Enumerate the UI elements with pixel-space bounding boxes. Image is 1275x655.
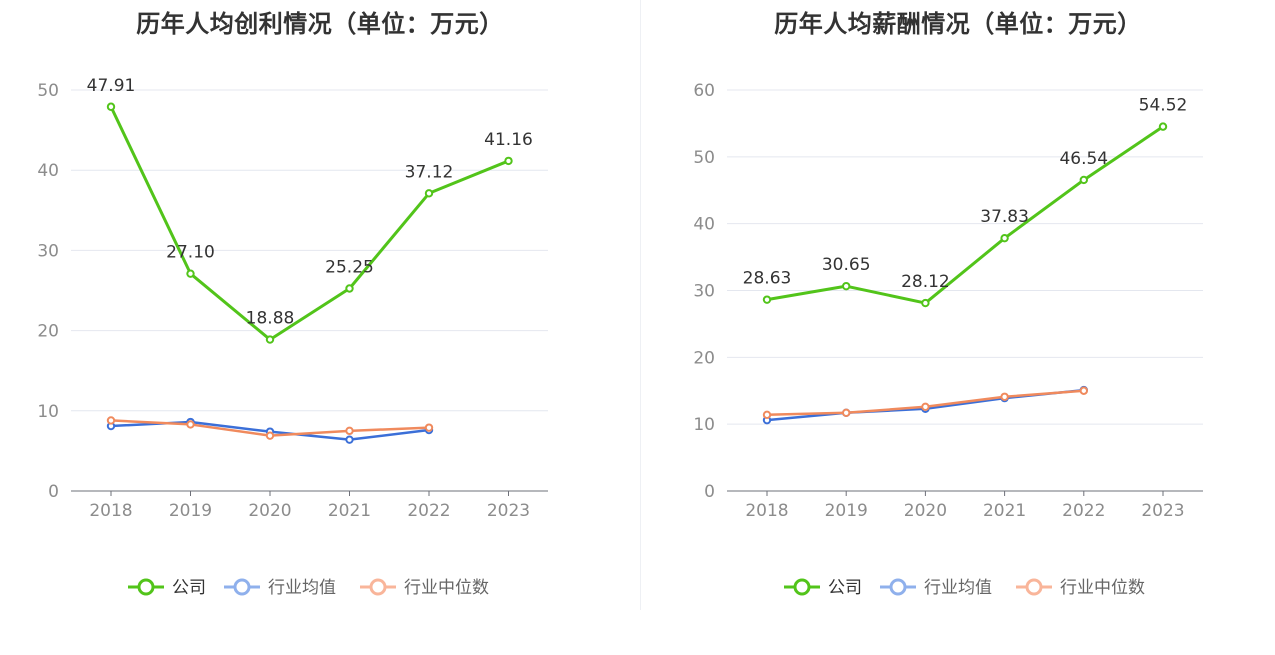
company-point: [921, 298, 930, 308]
chart-title: 历年人均薪酬情况（单位：万元）: [774, 10, 1142, 38]
company-point: [1158, 122, 1168, 131]
x-tick-label: 2020: [248, 501, 291, 521]
x-tick-label: 2018: [745, 501, 788, 521]
data-label: 18.88: [246, 309, 295, 329]
industry-median-point: [186, 420, 195, 429]
company-point: [345, 284, 354, 293]
data-label: 27.10: [166, 243, 215, 263]
y-tick-label: 0: [704, 482, 715, 502]
data-label: 37.12: [405, 162, 454, 182]
legend-marker: [889, 578, 907, 596]
profit-per-capita-chart: 历年人均创利情况（单位：万元） 0 10 20 30 40 50 2018 2019 2020 2…: [37, 10, 548, 598]
legend-item[interactable]: 行业均值: [224, 578, 336, 598]
y-tick-label: 20: [693, 348, 715, 368]
data-label: 54.52: [1139, 96, 1188, 116]
industry-average-point: [345, 435, 354, 444]
x-tick-label: 2021: [328, 501, 371, 521]
x-tick-label: 2018: [89, 501, 132, 521]
data-label: 25.25: [325, 257, 374, 277]
data-label: 46.54: [1059, 149, 1108, 169]
data-label: 37.83: [980, 207, 1029, 227]
company-point: [842, 281, 851, 291]
company-point: [424, 189, 434, 198]
legend-label: 行业中位数: [404, 578, 489, 598]
industry-median-point: [921, 402, 930, 411]
y-tick-label: 30: [693, 282, 715, 302]
legend-label: 公司: [828, 578, 862, 598]
legend-marker: [793, 578, 811, 596]
industry-median-point: [424, 423, 434, 432]
chart-canvas: 0 10 20 30 40 50 2018 2019 2020 2021 2022 2023 47.91…: [37, 76, 548, 598]
legend-marker: [233, 578, 251, 596]
y-tick-label: 10: [693, 415, 715, 435]
data-label: 28.63: [743, 269, 792, 289]
company-point: [106, 102, 116, 111]
company-point: [1079, 175, 1088, 185]
company-point: [265, 335, 275, 344]
industry-median-point: [762, 410, 772, 420]
chart-title: 历年人均创利情况（单位：万元）: [136, 10, 504, 38]
y-tick-label: 50: [693, 148, 715, 168]
legend-item[interactable]: 公司: [128, 578, 206, 598]
x-tick-label: 2023: [487, 501, 530, 521]
y-tick-label: 40: [693, 215, 715, 235]
industry-median-point: [1079, 386, 1088, 395]
x-tick-label: 2021: [983, 501, 1026, 521]
data-label: 41.16: [484, 130, 533, 150]
legend-item[interactable]: 行业中位数: [1016, 578, 1145, 598]
legend-label: 公司: [172, 578, 206, 598]
x-tick-label: 2022: [407, 501, 450, 521]
salary-per-capita-chart: 历年人均薪酬情况（单位：万元） 0 10 20 30 40 50 60 2018 2019 202…: [641, 0, 1275, 655]
legend-label: 行业均值: [268, 578, 336, 598]
legend-item[interactable]: 公司: [784, 578, 862, 598]
x-tick-label: 2019: [825, 501, 868, 521]
industry-median-point: [842, 408, 851, 418]
industry-median-point: [345, 426, 354, 436]
y-tick-label: 40: [37, 161, 59, 181]
company-point: [762, 295, 772, 304]
legend-marker: [137, 578, 155, 596]
y-tick-label: 0: [48, 482, 59, 502]
legend-marker: [369, 578, 387, 596]
x-tick-label: 2023: [1141, 501, 1184, 521]
industry-median-point: [265, 431, 275, 440]
company-line: [766, 125, 1164, 305]
company-point: [1000, 233, 1009, 243]
data-label: 28.12: [901, 272, 950, 292]
industry-median-point: [106, 416, 116, 425]
legend-item[interactable]: 行业均值: [880, 578, 992, 598]
legend-label: 行业中位数: [1060, 578, 1145, 598]
data-label: 30.65: [822, 255, 871, 275]
industry-median-point: [1000, 392, 1009, 401]
y-tick-label: 20: [37, 322, 59, 342]
legend-item[interactable]: 行业中位数: [360, 578, 489, 598]
company-point: [504, 156, 513, 166]
y-tick-label: 10: [37, 402, 59, 422]
legend-marker: [1025, 578, 1043, 596]
x-tick-label: 2020: [904, 501, 947, 521]
y-tick-label: 60: [693, 81, 715, 101]
x-tick-label: 2022: [1062, 501, 1105, 521]
panel-divider: [640, 0, 641, 610]
company-line: [109, 106, 510, 342]
y-tick-label: 30: [37, 241, 59, 261]
company-point: [186, 269, 195, 278]
legend-label: 行业均值: [924, 578, 992, 598]
y-tick-label: 50: [37, 81, 59, 101]
data-label: 47.91: [87, 76, 136, 96]
chart-canvas: 0 10 20 30 40 50 60 2018 2019 2020 2021 2022 2023 28.…: [693, 81, 1203, 598]
x-tick-label: 2019: [169, 501, 212, 521]
